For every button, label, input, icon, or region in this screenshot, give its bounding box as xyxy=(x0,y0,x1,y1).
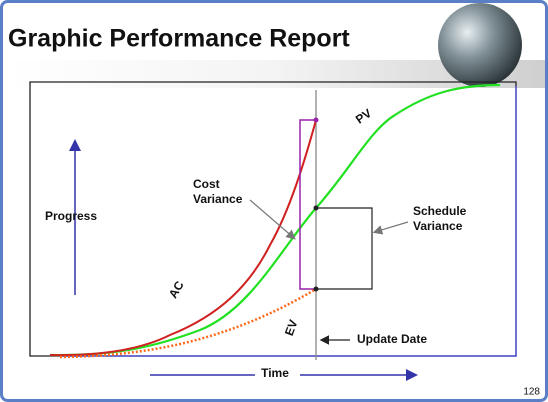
ac-curve xyxy=(49,119,317,357)
progress-label: Progress xyxy=(45,209,97,223)
point xyxy=(313,205,319,211)
time-label: Time xyxy=(261,366,289,380)
ev-curve xyxy=(59,287,317,359)
page-number: 128 xyxy=(523,387,540,398)
schedule-variance-label: Schedule xyxy=(413,204,467,218)
update-date-label: Update Date xyxy=(357,332,427,346)
cost-bracket xyxy=(299,119,316,290)
chart-frame xyxy=(29,81,517,357)
ev-label: EV xyxy=(282,318,301,338)
point xyxy=(313,117,319,123)
schedule-arrow xyxy=(372,221,409,235)
cost-variance-label: Cost xyxy=(193,177,220,191)
globe xyxy=(438,3,522,87)
point xyxy=(313,286,319,292)
schedule-bracket xyxy=(316,207,373,290)
schedule-variance-label: Variance xyxy=(413,219,463,233)
pv-curve xyxy=(49,83,501,357)
title: Graphic Performance Report xyxy=(8,25,350,53)
cost-variance-label: Variance xyxy=(193,192,243,206)
axis-lines xyxy=(60,86,517,357)
cost-arrow xyxy=(249,199,296,240)
